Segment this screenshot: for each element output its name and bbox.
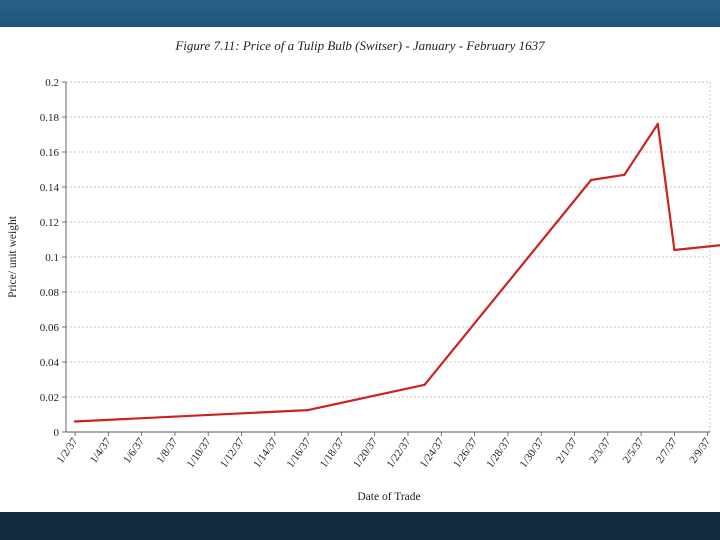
data-point <box>673 248 676 252</box>
x-tick-label: 1/28/37 <box>484 435 513 470</box>
y-tick-label: 0.02 <box>40 392 59 404</box>
x-tick-label: 2/3/37 <box>587 435 613 465</box>
data-point <box>73 420 77 423</box>
x-tick-label: 2/7/37 <box>654 435 680 465</box>
y-tick-label: 0.04 <box>40 357 60 369</box>
x-tick-label: 1/2/37 <box>54 435 80 465</box>
x-tick-label: 1/20/37 <box>351 435 380 470</box>
gridlines <box>66 81 711 432</box>
x-tick-label: 1/22/37 <box>384 435 413 470</box>
x-tick-label: 1/8/37 <box>154 435 180 465</box>
x-tick-label: 1/18/37 <box>318 435 347 470</box>
slide-bottom-band <box>0 512 720 540</box>
data-point <box>306 408 310 412</box>
x-tick-labels: 1/2/37 1/4/37 1/6/37 1/8/37 1/10/37 1/12/37 1/… <box>54 435 713 470</box>
x-tick-label: 1/26/37 <box>451 435 480 470</box>
series-layer <box>73 122 720 423</box>
data-point <box>423 383 426 386</box>
x-tick-label: 1/30/37 <box>518 435 547 470</box>
x-tick-label: 1/14/37 <box>251 435 280 470</box>
y-tick-label: 0.18 <box>40 112 60 124</box>
y-tick-label: 0.1 <box>45 252 59 264</box>
x-tick-label: 1/24/37 <box>418 435 447 470</box>
y-tick-label: 0.14 <box>40 182 60 194</box>
y-tick-label: 0.12 <box>40 217 59 229</box>
y-tick-label: 0.08 <box>40 287 60 299</box>
data-point <box>656 122 659 126</box>
y-tick-label: 0.2 <box>45 77 59 89</box>
x-tick-label: 1/4/37 <box>88 435 114 465</box>
axes <box>62 81 710 436</box>
y-tick-label: 0.06 <box>40 322 60 334</box>
x-tick-label: 1/12/37 <box>218 435 247 470</box>
x-tick-label: 2/9/37 <box>687 435 713 465</box>
chart-title: Figure 7.11: Price of a Tulip Bulb (Swit… <box>175 38 545 53</box>
x-tick-label: 2/1/37 <box>554 435 580 465</box>
x-axis-title: Date of Trade <box>357 491 420 503</box>
x-tick-label: 1/16/37 <box>284 435 313 470</box>
y-tick-labels: 0 0.02 0.04 0.06 0.08 0.1 0.12 0.14 0.16 0.18 0.2 <box>40 77 60 439</box>
x-tick-label: 1/6/37 <box>121 435 147 465</box>
slide-top-band <box>0 0 720 27</box>
series-line <box>74 122 720 423</box>
line-chart: 00.020.040.060.080.10.120.140.160.180.2 … <box>7 77 720 503</box>
data-point <box>589 178 593 182</box>
y-tick-label: 0 <box>54 427 60 439</box>
x-tick-label: 1/10/37 <box>185 435 214 470</box>
x-tick-label: 2/5/37 <box>621 435 647 465</box>
y-axis-title: Price/ unit weight <box>7 215 19 298</box>
data-point <box>623 173 626 176</box>
y-tick-label: 0.16 <box>40 147 60 159</box>
